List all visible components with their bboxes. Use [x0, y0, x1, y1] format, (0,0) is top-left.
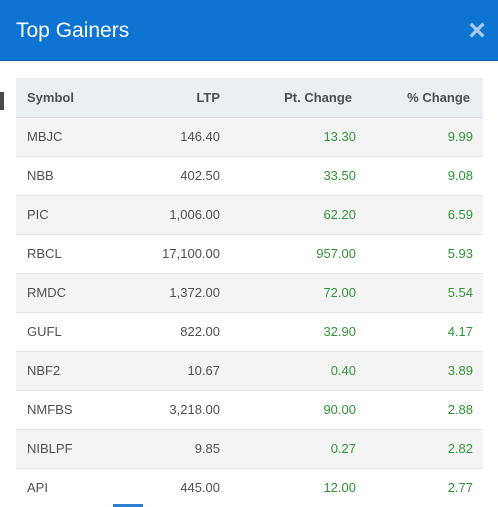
table-row[interactable]: PIC 1,006.00 62.20 6.59	[16, 195, 483, 234]
cell-ltp: 402.50	[180, 168, 220, 183]
table-row[interactable]: API 445.00 12.00 2.77	[16, 468, 483, 507]
table-row[interactable]: NBB 402.50 33.50 9.08	[16, 156, 483, 195]
cell-pt-change: 0.40	[330, 363, 356, 378]
table-row[interactable]: RBCL 17,100.00 957.00 5.93	[16, 234, 483, 273]
cell-ltp: 10.67	[187, 363, 220, 378]
cell-pct-change: 5.93	[447, 246, 473, 261]
cell-ltp: 9.85	[194, 441, 220, 456]
modal-title: Top Gainers	[16, 19, 130, 42]
cell-symbol: API	[27, 480, 48, 495]
close-icon[interactable]: ×	[468, 14, 486, 47]
cell-pt-change: 957.00	[316, 246, 356, 261]
cell-pct-change: 6.59	[447, 207, 473, 222]
cell-pct-change: 4.17	[447, 324, 473, 339]
table-row[interactable]: NMFBS 3,218.00 90.00 2.88	[16, 390, 483, 429]
cell-pct-change: 2.77	[447, 480, 473, 495]
cell-pt-change: 0.27	[330, 441, 356, 456]
cell-pct-change: 9.99	[447, 129, 473, 144]
cell-pct-change: 2.82	[447, 441, 473, 456]
cell-pct-change: 2.88	[447, 402, 473, 417]
cell-ltp: 17,100.00	[162, 246, 220, 261]
cell-ltp: 3,218.00	[169, 402, 220, 417]
cell-pt-change: 12.00	[323, 480, 356, 495]
cell-symbol: PIC	[27, 207, 49, 222]
column-header-pct-change[interactable]: % Change	[366, 78, 483, 118]
cell-pt-change: 62.20	[323, 207, 356, 222]
table-row[interactable]: RMDC 1,372.00 72.00 5.54	[16, 273, 483, 312]
cell-symbol: NBB	[27, 168, 54, 183]
cell-ltp: 445.00	[180, 480, 220, 495]
gainers-table-container: Symbol LTP Pt. Change % Change MBJC 146.…	[16, 78, 483, 507]
cell-pct-change: 9.08	[447, 168, 473, 183]
cell-ltp: 146.40	[180, 129, 220, 144]
cell-pt-change: 13.30	[323, 129, 356, 144]
table-row[interactable]: NIBLPF 9.85 0.27 2.82	[16, 429, 483, 468]
column-header-symbol[interactable]: Symbol	[16, 78, 116, 118]
table-row[interactable]: GUFL 822.00 32.90 4.17	[16, 312, 483, 351]
cell-pt-change: 72.00	[323, 285, 356, 300]
cell-symbol: NBF2	[27, 363, 61, 378]
table-row[interactable]: NBF2 10.67 0.40 3.89	[16, 351, 483, 390]
cell-ltp: 822.00	[180, 324, 220, 339]
cell-pt-change: 90.00	[323, 402, 356, 417]
cell-pt-change: 33.50	[323, 168, 356, 183]
horizontal-scrollbar[interactable]	[113, 504, 143, 507]
table-row[interactable]: MBJC 146.40 13.30 9.99	[16, 117, 483, 156]
table-header-row: Symbol LTP Pt. Change % Change	[16, 78, 483, 118]
cell-symbol: RBCL	[27, 246, 62, 261]
cell-pct-change: 3.89	[447, 363, 473, 378]
cell-pt-change: 32.90	[323, 324, 356, 339]
background-edge	[0, 92, 4, 110]
column-header-ltp[interactable]: LTP	[116, 78, 233, 118]
cell-symbol: MBJC	[27, 129, 63, 144]
cell-ltp: 1,006.00	[169, 207, 220, 222]
gainers-table: Symbol LTP Pt. Change % Change MBJC 146.…	[16, 78, 483, 507]
modal-header: Top Gainers ×	[0, 0, 498, 61]
cell-symbol: RMDC	[27, 285, 66, 300]
cell-symbol: NMFBS	[27, 402, 73, 417]
cell-symbol: NIBLPF	[27, 441, 73, 456]
cell-ltp: 1,372.00	[169, 285, 220, 300]
cell-symbol: GUFL	[27, 324, 62, 339]
cell-pct-change: 5.54	[447, 285, 473, 300]
column-header-pt-change[interactable]: Pt. Change	[233, 78, 366, 118]
